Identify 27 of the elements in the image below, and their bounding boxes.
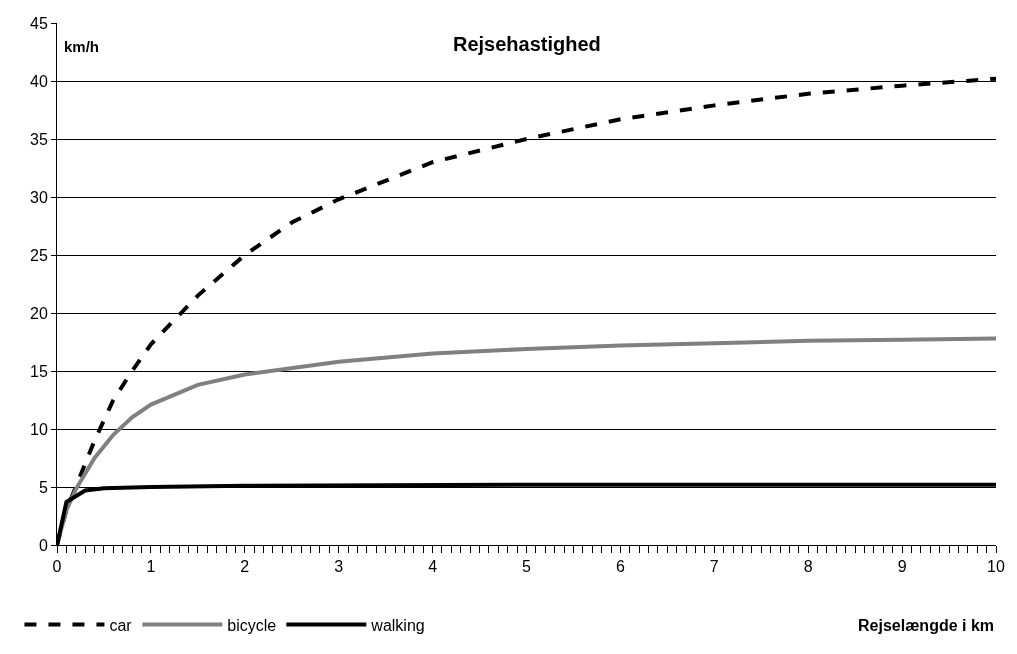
x-axis-title: Rejselængde i km xyxy=(858,617,995,634)
x-tick-label: 6 xyxy=(615,558,625,576)
text: Rejsehastighed xyxy=(453,33,601,55)
legend-label: bicycle xyxy=(227,616,277,634)
y-tick-label: 45 xyxy=(30,14,48,32)
y-tick-label: 20 xyxy=(30,304,48,322)
y-tick-label: 0 xyxy=(38,536,48,554)
x-tick-label: 2 xyxy=(240,558,250,576)
y-tick-label: 10 xyxy=(30,420,48,438)
x-tick-label: 5 xyxy=(522,558,532,576)
x-tick-label: 8 xyxy=(803,558,813,576)
y-axis-title: km/h xyxy=(64,38,100,55)
y-tick-label: 15 xyxy=(30,362,48,380)
x-tick-label: 1 xyxy=(146,558,156,576)
x-tick-label: 7 xyxy=(709,558,719,576)
y-tick-label: 40 xyxy=(30,72,48,90)
x-tick-label: 3 xyxy=(334,558,344,576)
x-tick-label: 10 xyxy=(987,558,1005,576)
y-tick-label: 30 xyxy=(30,188,48,206)
y-tick-label: 25 xyxy=(30,246,48,264)
x-tick-label: 9 xyxy=(897,558,907,576)
legend-label: car xyxy=(109,616,133,634)
x-tick-label: 0 xyxy=(52,558,62,576)
y-tick-label: 35 xyxy=(30,130,48,148)
legend-label: walking xyxy=(370,616,425,634)
x-tick-label: 4 xyxy=(428,558,438,576)
y-tick-label: 5 xyxy=(38,478,48,496)
